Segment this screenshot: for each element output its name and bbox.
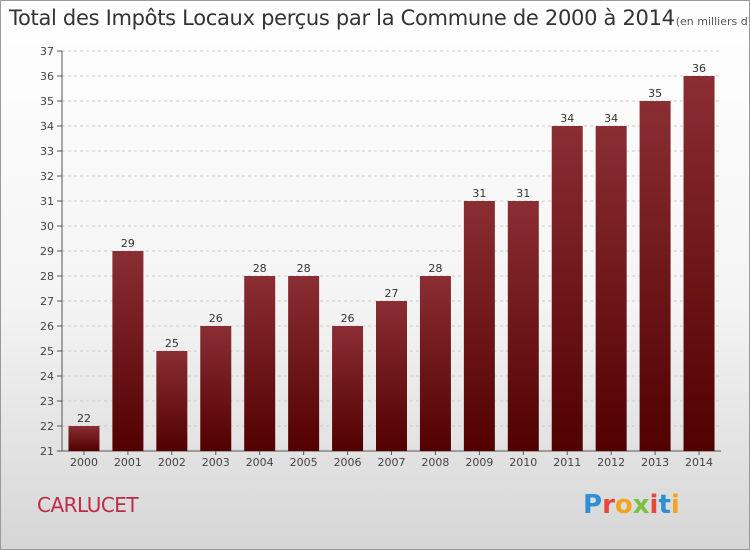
bar-value-label: 28 <box>253 262 267 275</box>
logo-letter: o <box>614 490 633 520</box>
bar-value-label: 28 <box>297 262 311 275</box>
commune-name: CARLUCET <box>37 493 139 517</box>
x-tick-label: 2012 <box>597 456 625 469</box>
x-tick-label: 2002 <box>158 456 186 469</box>
bar <box>507 201 539 451</box>
logo-letter: t <box>658 490 671 520</box>
y-tick-label: 36 <box>40 70 54 83</box>
y-tick-label: 21 <box>40 445 54 458</box>
bar-value-label: 26 <box>341 312 355 325</box>
y-tick-label: 34 <box>40 120 54 133</box>
chart-title: Total des Impôts Locaux perçus par la Co… <box>9 6 750 30</box>
y-tick-label: 31 <box>40 195 54 208</box>
x-tick-label: 2009 <box>465 456 493 469</box>
bar <box>463 201 495 451</box>
bar <box>683 76 715 451</box>
bar <box>288 276 320 451</box>
y-tick-label: 29 <box>40 245 54 258</box>
bar-value-label: 27 <box>385 287 399 300</box>
x-tick-label: 2005 <box>290 456 318 469</box>
proxiti-logo: Proxiti <box>583 490 680 520</box>
logo-letter: P <box>583 490 603 520</box>
x-tick-label: 2004 <box>246 456 274 469</box>
bar <box>156 351 188 451</box>
bar <box>68 426 100 451</box>
y-tick-label: 25 <box>40 345 54 358</box>
bar-value-label: 34 <box>560 112 574 125</box>
unit-label: (en milliers d'€) <box>675 15 750 28</box>
x-tick-label: 2000 <box>70 456 98 469</box>
x-tick-label: 2011 <box>553 456 581 469</box>
bar-value-label: 22 <box>77 412 91 425</box>
y-tick-label: 23 <box>40 395 54 408</box>
logo-letter: x <box>632 490 650 520</box>
y-tick-label: 35 <box>40 95 54 108</box>
y-tick-label: 37 <box>40 45 54 58</box>
logo-letter: r <box>602 490 615 520</box>
x-tick-label: 2007 <box>378 456 406 469</box>
bar-value-label: 35 <box>648 87 662 100</box>
x-tick-label: 2010 <box>509 456 537 469</box>
bar <box>639 101 671 451</box>
bar <box>112 251 144 451</box>
logo-letter: i <box>670 490 680 520</box>
bar-value-label: 26 <box>209 312 223 325</box>
x-tick-label: 2008 <box>421 456 449 469</box>
bar-value-label: 36 <box>692 62 706 75</box>
bar-value-label: 31 <box>516 187 530 200</box>
y-tick-label: 27 <box>40 295 54 308</box>
bar <box>595 126 627 451</box>
bar <box>244 276 276 451</box>
y-tick-label: 28 <box>40 270 54 283</box>
bar-value-label: 31 <box>472 187 486 200</box>
y-tick-label: 33 <box>40 145 54 158</box>
y-tick-label: 24 <box>40 370 54 383</box>
bar <box>376 301 407 451</box>
y-tick-label: 26 <box>40 320 54 333</box>
bar <box>419 276 451 451</box>
x-tick-label: 2006 <box>334 456 362 469</box>
y-tick-label: 32 <box>40 170 54 183</box>
x-tick-label: 2003 <box>202 456 230 469</box>
x-tick-label: 2013 <box>641 456 669 469</box>
bar <box>551 126 583 451</box>
bar-value-label: 34 <box>604 112 618 125</box>
title-text: Total des Impôts Locaux perçus par la Co… <box>9 6 675 30</box>
bar-value-label: 29 <box>121 237 135 250</box>
y-tick-label: 30 <box>40 220 54 233</box>
bar-value-label: 28 <box>428 262 442 275</box>
x-tick-label: 2001 <box>114 456 142 469</box>
x-tick-label: 2014 <box>685 456 713 469</box>
logo-letter: i <box>649 490 659 520</box>
bar <box>200 326 232 451</box>
y-tick-label: 22 <box>40 420 54 433</box>
bar <box>332 326 364 451</box>
bar-value-label: 25 <box>165 337 179 350</box>
